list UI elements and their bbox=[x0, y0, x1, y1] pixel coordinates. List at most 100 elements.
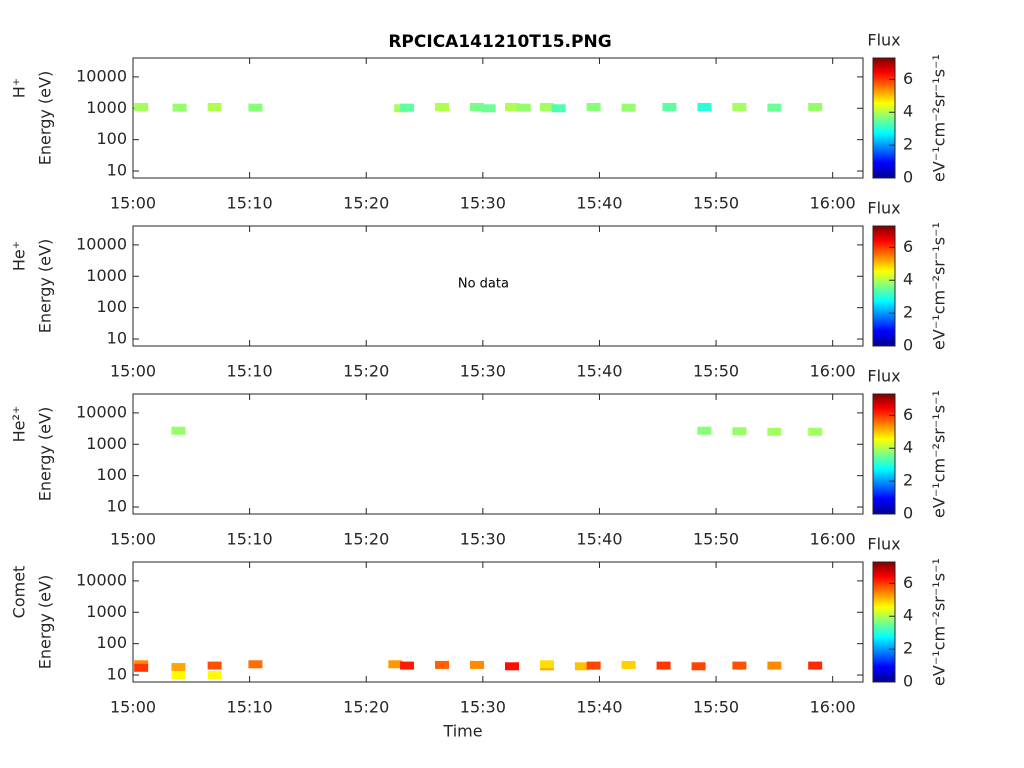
x-tick-label: 15:50 bbox=[693, 530, 739, 549]
x-tick-label: 15:20 bbox=[343, 362, 389, 381]
x-tick-label: 16:00 bbox=[810, 194, 856, 213]
flux-patch bbox=[388, 660, 403, 669]
y-axis-label: H⁺ bbox=[10, 78, 29, 98]
y-axis-label: Energy (eV) bbox=[36, 407, 55, 501]
colorbar-tick-label: 4 bbox=[903, 438, 913, 457]
flux-patch bbox=[171, 426, 186, 435]
flux-patch bbox=[435, 102, 450, 111]
colorbar-units: eV⁻¹cm⁻²sr⁻¹s⁻¹ bbox=[930, 222, 949, 350]
x-tick-label: 15:10 bbox=[227, 530, 273, 549]
x-tick-label: 15:40 bbox=[576, 362, 622, 381]
x-tick-label: 16:00 bbox=[810, 698, 856, 717]
colorbar bbox=[872, 225, 896, 347]
y-tick-label: 1000 bbox=[86, 98, 127, 117]
flux-patch bbox=[732, 102, 747, 111]
plot-area bbox=[132, 225, 864, 347]
colorbar-tick-label: 4 bbox=[903, 102, 913, 121]
flux-patch bbox=[808, 102, 823, 111]
flux-patch bbox=[435, 660, 450, 669]
y-axis-label: Comet bbox=[10, 566, 29, 619]
flux-patch bbox=[171, 663, 186, 672]
chart-title: RPCICA141210T15.PNG bbox=[388, 32, 611, 52]
x-tick-label: 15:50 bbox=[693, 194, 739, 213]
y-tick-label: 10000 bbox=[76, 570, 127, 589]
colorbar-tick-label: 6 bbox=[903, 69, 913, 88]
y-tick-label: 10 bbox=[107, 161, 127, 180]
y-tick-label: 1000 bbox=[86, 266, 127, 285]
y-tick-label: 10 bbox=[107, 497, 127, 516]
x-tick-label: 15:40 bbox=[576, 698, 622, 717]
colorbar-tick-label: 0 bbox=[903, 672, 913, 691]
x-tick-label: 16:00 bbox=[810, 530, 856, 549]
flux-patch bbox=[586, 661, 601, 670]
x-tick-label: 15:00 bbox=[110, 698, 156, 717]
y-tick-label: 10000 bbox=[76, 234, 127, 253]
colorbar-tick-label: 6 bbox=[903, 573, 913, 592]
x-tick-label: 15:00 bbox=[110, 362, 156, 381]
x-tick-label: 15:10 bbox=[227, 698, 273, 717]
flux-patch bbox=[697, 426, 712, 435]
flux-patch bbox=[767, 661, 782, 670]
colorbar-title: Flux bbox=[867, 31, 900, 50]
flux-patch bbox=[551, 104, 566, 113]
x-tick-label: 15:50 bbox=[693, 698, 739, 717]
colorbar-title: Flux bbox=[867, 535, 900, 554]
y-tick-label: 100 bbox=[96, 297, 127, 316]
x-tick-label: 15:20 bbox=[343, 194, 389, 213]
colorbar-tick-label: 6 bbox=[903, 237, 913, 256]
x-axis-label: Time bbox=[442, 722, 482, 741]
flux-patch bbox=[808, 427, 823, 436]
flux-patch bbox=[134, 663, 149, 672]
x-tick-label: 15:30 bbox=[460, 530, 506, 549]
x-tick-label: 15:40 bbox=[576, 194, 622, 213]
flux-patch bbox=[248, 660, 263, 669]
x-tick-label: 15:00 bbox=[110, 530, 156, 549]
colorbar-tick-label: 2 bbox=[903, 303, 913, 322]
flux-patch bbox=[539, 102, 554, 111]
x-tick-label: 15:20 bbox=[343, 530, 389, 549]
colorbar-title: Flux bbox=[867, 367, 900, 386]
flux-patch bbox=[697, 102, 712, 111]
flux-patch bbox=[539, 660, 554, 669]
flux-patch bbox=[662, 102, 677, 111]
flux-patch bbox=[504, 102, 519, 111]
y-tick-label: 100 bbox=[96, 129, 127, 148]
colorbar-tick-label: 2 bbox=[903, 135, 913, 154]
y-tick-label: 1000 bbox=[86, 602, 127, 621]
flux-patch bbox=[504, 662, 519, 671]
flux-patch bbox=[207, 661, 222, 670]
x-tick-label: 15:00 bbox=[110, 194, 156, 213]
flux-patch bbox=[481, 104, 496, 113]
y-tick-label: 100 bbox=[96, 465, 127, 484]
y-tick-label: 100 bbox=[96, 633, 127, 652]
x-tick-label: 15:30 bbox=[460, 362, 506, 381]
colorbar-units: eV⁻¹cm⁻²sr⁻¹s⁻¹ bbox=[930, 54, 949, 182]
flux-patch bbox=[207, 102, 222, 111]
flux-patch bbox=[248, 103, 263, 112]
flux-patch bbox=[732, 661, 747, 670]
y-tick-label: 10000 bbox=[76, 402, 127, 421]
flux-patch bbox=[767, 103, 782, 112]
colorbar-title: Flux bbox=[867, 199, 900, 218]
colorbar bbox=[872, 57, 896, 179]
flux-patch bbox=[134, 102, 149, 111]
flux-patch bbox=[171, 671, 186, 680]
flux-patch bbox=[172, 103, 187, 112]
flux-patch bbox=[767, 427, 782, 436]
colorbar-tick-label: 0 bbox=[903, 504, 913, 523]
flux-patch bbox=[400, 661, 415, 670]
flux-patch bbox=[808, 661, 823, 670]
flux-patch bbox=[732, 427, 747, 436]
flux-patch bbox=[470, 102, 485, 111]
y-axis-label: Energy (eV) bbox=[36, 71, 55, 165]
colorbar bbox=[872, 393, 896, 515]
y-axis-label: He⁺ bbox=[10, 241, 29, 271]
plot-area bbox=[132, 561, 864, 683]
colorbar-tick-label: 2 bbox=[903, 639, 913, 658]
x-tick-label: 15:30 bbox=[460, 194, 506, 213]
x-tick-label: 15:30 bbox=[460, 698, 506, 717]
annotation: No data bbox=[458, 277, 509, 292]
y-axis-label: Energy (eV) bbox=[36, 575, 55, 669]
colorbar-tick-label: 6 bbox=[903, 405, 913, 424]
colorbar-tick-label: 0 bbox=[903, 168, 913, 187]
